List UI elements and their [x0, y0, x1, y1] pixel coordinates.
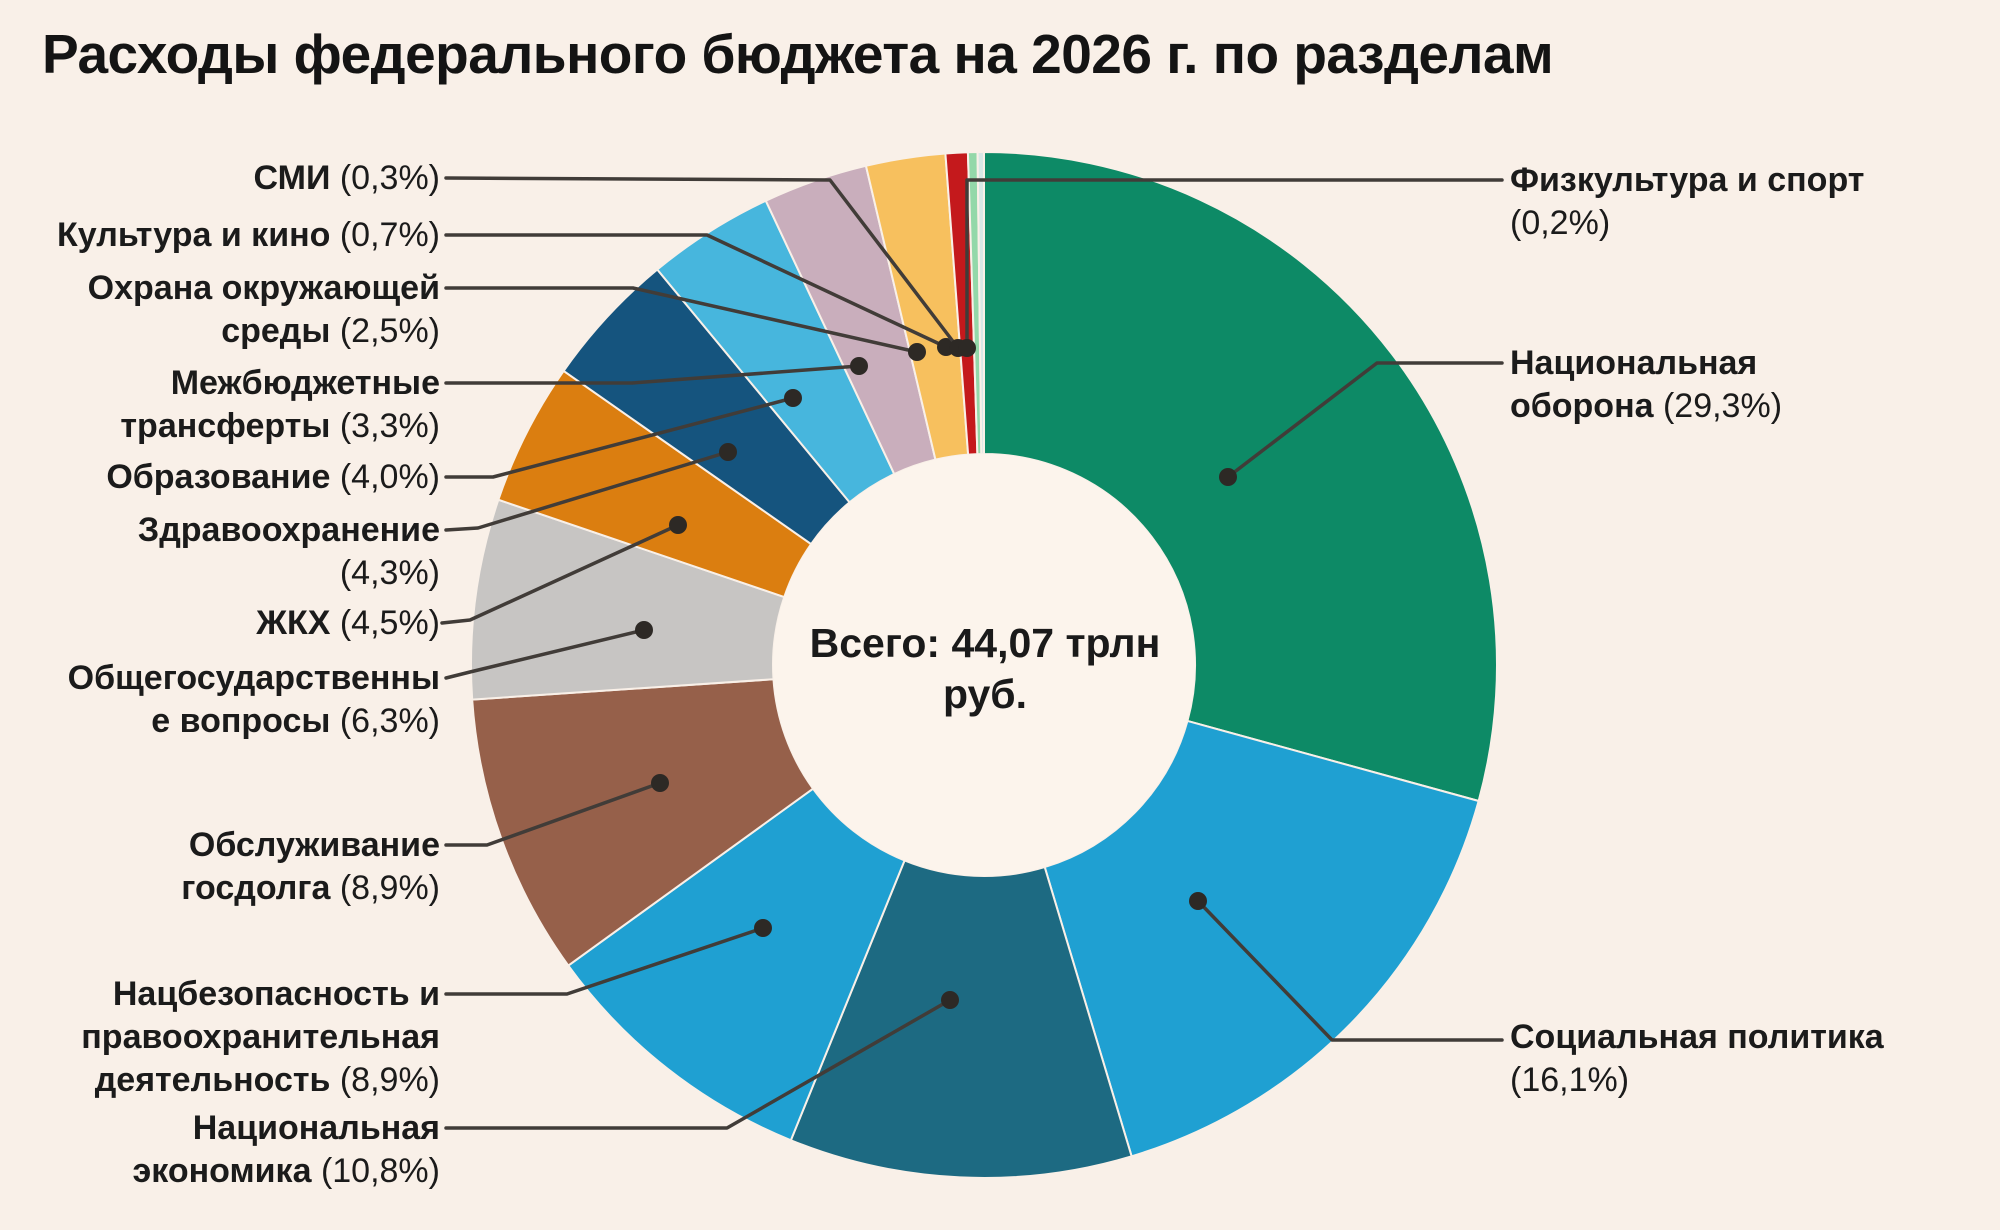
- slice-label-5: Общегосударственны е вопросы (6,3%): [67, 659, 440, 740]
- leader-line-12: [444, 176, 960, 350]
- leader-line-3: [444, 926, 765, 996]
- leader-dot-7: [719, 443, 737, 461]
- leader-dot-9: [850, 357, 868, 375]
- leader-dot-10: [908, 343, 926, 361]
- leader-dot-4: [651, 774, 669, 792]
- leader-dot-6: [669, 516, 687, 534]
- leader-line-7: [444, 450, 730, 532]
- leader-dot-8: [784, 389, 802, 407]
- chart-title: Расходы федерального бюджета на 2026 г. …: [42, 23, 1554, 85]
- slice-label-11: Культура и кино (0,7%): [57, 216, 440, 254]
- slice-label-7: Здравоохранение (4,3%): [137, 511, 440, 592]
- slice-label-8: Образование (4,0%): [106, 458, 440, 496]
- leader-dot-5: [635, 621, 653, 639]
- leader-dot-0: [1219, 468, 1237, 486]
- leader-line-1: [1196, 899, 1504, 1042]
- leader-line-6: [440, 523, 680, 625]
- leader-dot-3: [754, 919, 772, 937]
- chart-total-label: Всего: 44,07 трлн руб.: [785, 618, 1185, 720]
- slice-label-6: ЖКХ (4,5%): [256, 604, 440, 642]
- leader-line-5: [444, 628, 646, 680]
- leader-line-11: [444, 233, 948, 349]
- leader-line-4: [444, 781, 662, 847]
- slice-label-1: Социальная политика (16,1%): [1510, 1018, 1884, 1099]
- leader-line-0: [1226, 361, 1504, 479]
- slice-label-0: Национальная оборона (29,3%): [1510, 344, 1783, 425]
- leader-dot-2: [941, 991, 959, 1009]
- leader-dot-13: [958, 339, 976, 357]
- donut-hole: [773, 454, 1195, 876]
- slice-label-12: СМИ (0,3%): [253, 159, 440, 197]
- chart-total-line2: руб.: [942, 671, 1028, 717]
- slice-label-3: Нацбезопасность и правоохранительная деяте…: [81, 975, 440, 1099]
- leader-line-2: [444, 998, 952, 1130]
- slice-label-9: Межбюджетные трансферты (3,3%): [120, 364, 440, 445]
- leader-line-9: [444, 364, 861, 385]
- leader-dot-1: [1189, 892, 1207, 910]
- chart-total-line1: Всего: 44,07 трлн: [809, 620, 1161, 666]
- slice-label-4: Обслуживание госдолга (8,9%): [181, 826, 440, 907]
- leader-line-10: [444, 286, 919, 354]
- leader-line-13: [965, 178, 1504, 350]
- slice-label-2: Национальная экономика (10,8%): [132, 1109, 440, 1190]
- slice-label-13: Физкультура и спорт (0,2%): [1510, 161, 1865, 242]
- slice-label-10: Охрана окружающей среды (2,5%): [87, 269, 440, 350]
- leader-line-8: [444, 396, 795, 479]
